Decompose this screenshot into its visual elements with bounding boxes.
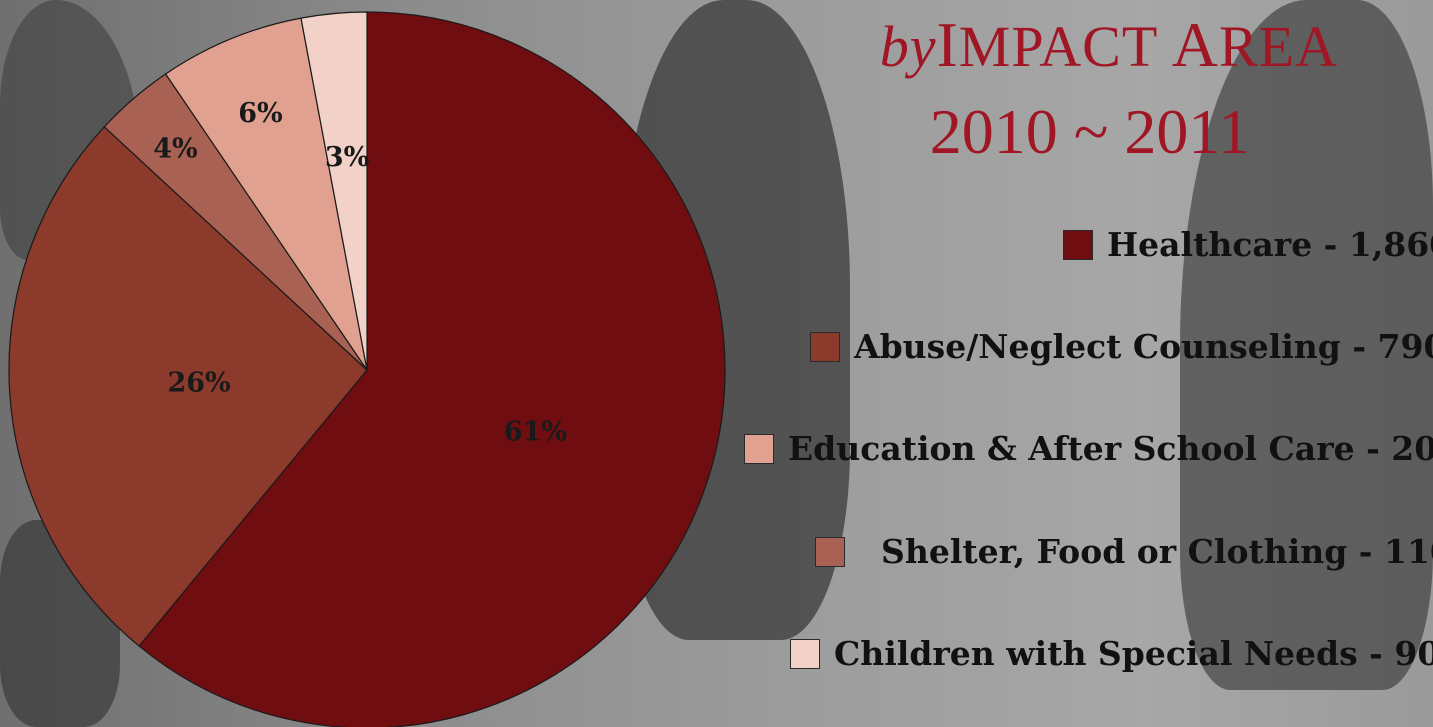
pie-slice-percent-label: 61% bbox=[504, 417, 567, 448]
pie-slice bbox=[8, 125, 368, 647]
legend-swatch-special-needs bbox=[790, 638, 820, 669]
legend-label-education: Education & After School Care - 200 bbox=[788, 429, 1433, 468]
title-prefix: by bbox=[879, 14, 937, 79]
chart-title-years: 2010 ~ 2011 bbox=[929, 96, 1250, 167]
pie-slice bbox=[138, 11, 726, 727]
legend-item-education: Education & After School Care - 200 bbox=[744, 429, 1433, 468]
legend-label-special-needs: Children with Special Needs - 90 bbox=[834, 634, 1433, 673]
pie-slice bbox=[300, 11, 368, 371]
legend-item-special-needs: Children with Special Needs - 90 bbox=[790, 634, 1433, 673]
legend-swatch-shelter bbox=[815, 536, 845, 567]
legend-label-healthcare: Healthcare - 1,860 bbox=[1107, 225, 1433, 264]
legend-item-healthcare: Healthcare - 1,860 bbox=[1063, 225, 1433, 264]
title-word-rest: MPACT bbox=[958, 14, 1159, 79]
title-cap-letter: I bbox=[936, 9, 959, 80]
title-cap-letter: A bbox=[1158, 9, 1219, 80]
pie-slice-labels: 61% 26% 4% 6% 3% bbox=[153, 98, 567, 448]
pie-slice bbox=[164, 17, 368, 371]
pie-slice-percent-label: 4% bbox=[153, 134, 197, 165]
pie-slice-percent-label: 26% bbox=[167, 367, 230, 398]
chart-title-line-1: byIMPACT AREA bbox=[880, 8, 1338, 82]
legend-label-shelter: Shelter, Food or Clothing - 110 bbox=[881, 532, 1433, 571]
title-word-rest: REA bbox=[1219, 14, 1338, 79]
pie-slice-percent-label: 3% bbox=[325, 142, 369, 173]
legend-label-abuse-neglect: Abuse/Neglect Counseling - 790 bbox=[854, 327, 1433, 366]
legend-swatch-abuse-neglect bbox=[810, 331, 840, 362]
background-figure-right bbox=[1180, 0, 1433, 690]
legend-item-abuse-neglect: Abuse/Neglect Counseling - 790 bbox=[810, 327, 1433, 366]
legend-swatch-healthcare bbox=[1063, 229, 1093, 260]
legend-swatch-education bbox=[744, 433, 774, 464]
title-main: IMPACT AREA bbox=[936, 9, 1338, 80]
legend-item-shelter: Shelter, Food or Clothing - 110 bbox=[815, 532, 1433, 571]
pie-slices bbox=[8, 11, 726, 727]
pie-chart: 61% 26% 4% 6% 3% bbox=[8, 11, 726, 727]
pie-slice-percent-label: 6% bbox=[238, 98, 282, 129]
